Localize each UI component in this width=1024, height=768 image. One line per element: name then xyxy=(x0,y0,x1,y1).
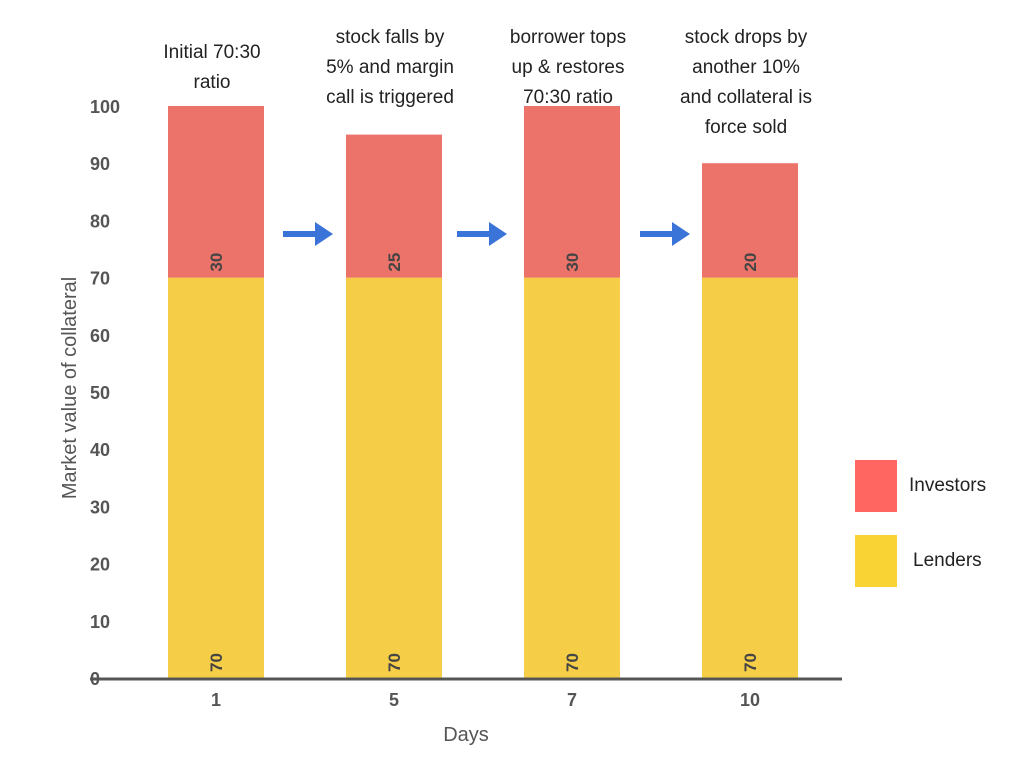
x-tick-label: 5 xyxy=(389,690,399,710)
y-tick-label: 40 xyxy=(90,440,110,460)
arrow-right-icon xyxy=(283,222,333,246)
data-label-lenders-day-1: 70 xyxy=(207,653,226,672)
annotation-day-10: stock drops by another 10% and collateral … xyxy=(680,27,812,138)
bar-segment-lenders-day-5 xyxy=(346,277,442,678)
bar-segment-investors-day-1 xyxy=(168,106,264,278)
x-tick-label: 7 xyxy=(567,690,577,710)
y-tick-label: 30 xyxy=(90,497,110,517)
y-axis-title: Market value of collateral xyxy=(59,277,81,499)
arrow-right-icon xyxy=(640,222,690,246)
y-tick-label: 90 xyxy=(90,154,110,174)
legend-label-investors: Investors xyxy=(909,475,986,496)
y-axis-ticks: 0102030405060708090100 xyxy=(90,97,120,689)
bar-segment-lenders-day-7 xyxy=(524,277,620,678)
bar-segment-investors-day-10 xyxy=(702,163,798,278)
legend: Investors Lenders xyxy=(855,460,986,587)
x-tick-label: 10 xyxy=(740,690,760,710)
annotations: Initial 70:30 ratio stock falls by 5% and m… xyxy=(163,27,812,138)
y-tick-label: 10 xyxy=(90,612,110,632)
data-label-investors-day-5: 25 xyxy=(385,253,404,272)
y-tick-label: 70 xyxy=(90,269,110,289)
legend-label-lenders: Lenders xyxy=(913,550,982,571)
x-axis-title: Days xyxy=(443,724,489,746)
bar-segment-lenders-day-1 xyxy=(168,277,264,678)
bar-segment-investors-day-5 xyxy=(346,134,442,278)
y-tick-label: 100 xyxy=(90,97,120,117)
bars: 70 30 70 25 70 30 70 20 xyxy=(168,106,798,678)
x-axis-ticks: 1 5 7 10 xyxy=(211,690,760,710)
x-tick-label: 1 xyxy=(211,690,221,710)
annotation-day-7: borrower tops up & restores 70:30 ratio xyxy=(510,27,626,108)
data-label-investors-day-1: 30 xyxy=(207,253,226,272)
y-tick-label: 60 xyxy=(90,326,110,346)
legend-swatch-lenders xyxy=(855,535,897,587)
bar-segment-investors-day-7 xyxy=(524,106,620,278)
y-tick-label: 80 xyxy=(90,211,110,231)
legend-swatch-investors xyxy=(855,460,897,512)
data-label-lenders-day-7: 70 xyxy=(563,653,582,672)
annotation-day-1: Initial 70:30 ratio xyxy=(163,42,260,93)
data-label-investors-day-7: 30 xyxy=(563,253,582,272)
y-tick-label: 50 xyxy=(90,383,110,403)
data-label-lenders-day-5: 70 xyxy=(385,653,404,672)
annotation-day-5: stock falls by 5% and margin call is trigg… xyxy=(326,27,454,108)
bar-segment-lenders-day-10 xyxy=(702,277,798,678)
arrow-right-icon xyxy=(457,222,507,246)
y-tick-label: 20 xyxy=(90,555,110,575)
data-label-investors-day-10: 20 xyxy=(741,253,760,272)
arrows xyxy=(283,222,690,246)
data-label-lenders-day-10: 70 xyxy=(741,653,760,672)
